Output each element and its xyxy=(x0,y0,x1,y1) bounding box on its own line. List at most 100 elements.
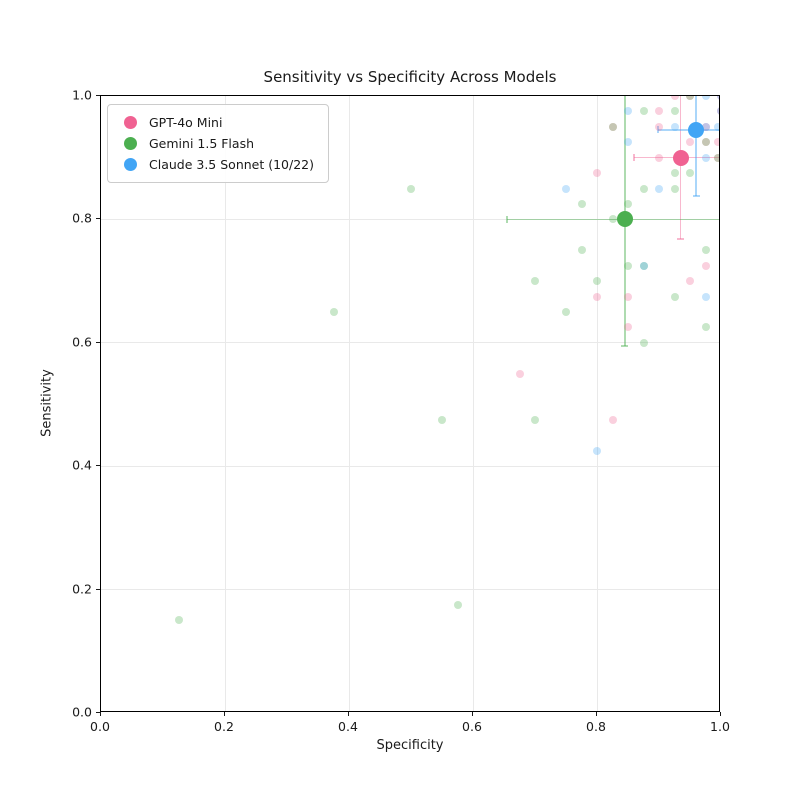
gridline-horizontal xyxy=(101,218,719,220)
scatter-point xyxy=(593,277,601,286)
scatter-point xyxy=(670,184,679,193)
x-tick-mark xyxy=(348,712,349,716)
scatter-point xyxy=(670,169,679,178)
x-tick-mark xyxy=(224,712,225,716)
scatter-point xyxy=(717,96,719,100)
scatter-point xyxy=(701,246,710,255)
scatter-point xyxy=(701,323,710,332)
x-tick-label: 0.0 xyxy=(90,719,110,734)
y-tick-mark xyxy=(96,712,100,713)
y-tick-label: 0.4 xyxy=(72,457,92,473)
gpt-4o-mini-xerror-cap xyxy=(633,154,635,162)
scatter-point xyxy=(608,122,617,131)
legend-item-claude-3-5-sonnet-10-22: Claude 3.5 Sonnet (10/22) xyxy=(118,154,314,175)
scatter-point xyxy=(713,153,719,162)
scatter-point xyxy=(608,415,617,424)
scatter-point xyxy=(686,277,694,286)
scatter-point xyxy=(686,96,694,100)
scatter-point xyxy=(608,122,617,131)
scatter-point xyxy=(639,107,648,116)
x-tick-mark xyxy=(596,712,597,716)
scatter-point xyxy=(686,169,694,178)
gemini-1-5-flash-mean-point xyxy=(616,211,633,228)
x-tick-mark xyxy=(720,712,721,716)
legend-label: GPT-4o Mini xyxy=(149,115,223,130)
gridline-vertical xyxy=(472,96,474,711)
scatter-point xyxy=(713,122,719,131)
scatter-point xyxy=(701,122,710,131)
scatter-point xyxy=(329,307,338,316)
scatter-point xyxy=(593,292,601,301)
scatter-point xyxy=(713,138,719,147)
x-tick-mark xyxy=(472,712,473,716)
y-tick-label: 0.8 xyxy=(72,210,92,226)
y-tick-label: 0.2 xyxy=(72,581,92,597)
scatter-point xyxy=(701,138,710,147)
scatter-point xyxy=(577,199,586,208)
scatter-point xyxy=(624,323,632,332)
scatter-point xyxy=(531,277,539,286)
gridline-vertical xyxy=(596,96,598,711)
gridline-horizontal xyxy=(101,342,719,344)
scatter-point xyxy=(639,184,648,193)
scatter-point xyxy=(577,246,586,255)
claude-3-5-sonnet-10-22-mean-point xyxy=(688,121,705,138)
claude-3-5-sonnet-10-22-legend-swatch-icon xyxy=(124,158,137,171)
scatter-point xyxy=(701,138,710,147)
legend-label: Gemini 1.5 Flash xyxy=(149,136,255,151)
scatter-point xyxy=(407,184,415,193)
gridline-vertical xyxy=(348,96,350,711)
scatter-point xyxy=(624,292,632,301)
legend-item-gemini-1-5-flash: Gemini 1.5 Flash xyxy=(118,133,314,154)
scatter-point xyxy=(624,261,632,270)
scatter-point xyxy=(515,369,524,378)
gemini-1-5-flash-yerror-cap xyxy=(621,345,629,347)
gridline-horizontal xyxy=(101,465,719,467)
scatter-point xyxy=(438,415,446,424)
chart-title: Sensitivity vs Specificity Across Models xyxy=(263,68,557,86)
scatter-point xyxy=(639,261,648,270)
scatter-point xyxy=(686,96,694,100)
scatter-point xyxy=(701,122,710,131)
scatter-point xyxy=(624,138,632,147)
x-tick-label: 0.4 xyxy=(338,719,358,734)
scatter-point xyxy=(701,96,710,100)
scatter-point xyxy=(717,107,719,116)
scatter-point xyxy=(608,215,617,224)
gridline-horizontal xyxy=(101,589,719,591)
claude-3-5-sonnet-10-22-xerror-cap xyxy=(656,126,659,134)
scatter-point xyxy=(624,199,632,208)
y-tick-mark xyxy=(96,218,100,220)
y-tick-mark xyxy=(96,95,100,96)
claude-3-5-sonnet-10-22-yerror-cap xyxy=(692,195,700,197)
gemini-1-5-flash-xerror-cap xyxy=(506,215,508,223)
x-tick-label: 0.2 xyxy=(214,719,234,734)
scatter-point xyxy=(701,292,710,301)
scatter-point xyxy=(593,446,601,455)
scatter-point xyxy=(670,96,679,100)
y-tick-mark xyxy=(96,465,100,467)
scatter-point xyxy=(593,169,601,178)
x-tick-mark xyxy=(100,712,101,716)
scatter-point xyxy=(670,122,679,131)
y-tick-mark xyxy=(96,588,100,590)
y-tick-mark xyxy=(96,341,100,343)
scatter-point xyxy=(713,153,719,162)
gpt-4o-mini-yerror-bar xyxy=(679,96,682,240)
y-tick-label: 1.0 xyxy=(72,87,92,103)
scatter-point xyxy=(655,107,663,116)
scatter-point xyxy=(701,261,710,270)
scatter-point xyxy=(174,616,183,625)
gemini-1-5-flash-legend-swatch-icon xyxy=(124,137,137,150)
scatter-point xyxy=(531,415,539,424)
scatter-point xyxy=(670,292,679,301)
claude-3-5-sonnet-10-22-yerror-bar xyxy=(695,96,697,196)
scatter-point xyxy=(655,153,663,162)
scatter-point xyxy=(717,107,719,116)
gemini-1-5-flash-xerror-bar xyxy=(507,218,719,221)
scatter-point xyxy=(624,107,632,116)
scatter-point xyxy=(639,261,648,270)
x-tick-label: 1.0 xyxy=(710,719,730,734)
legend: GPT-4o Mini Gemini 1.5 Flash Claude 3.5 So… xyxy=(107,104,330,183)
